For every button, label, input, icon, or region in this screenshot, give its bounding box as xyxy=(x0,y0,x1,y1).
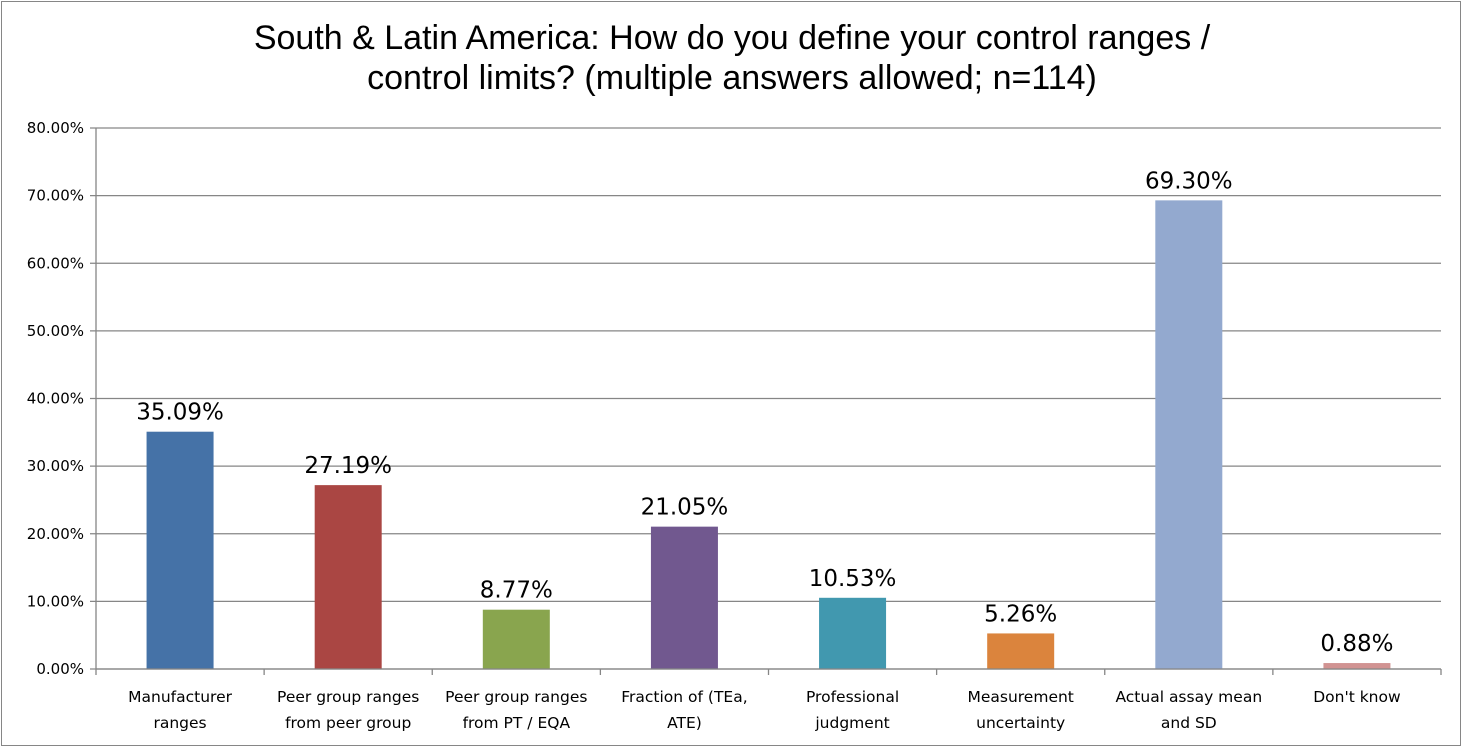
bar xyxy=(146,431,214,669)
category-label: Don't know xyxy=(1313,688,1401,706)
category-label: ATE) xyxy=(667,714,702,732)
data-label: 35.09% xyxy=(136,400,224,426)
category-label: from PT / EQA xyxy=(463,714,571,732)
bar xyxy=(482,609,550,669)
category-label: uncertainty xyxy=(976,714,1065,732)
data-label: 10.53% xyxy=(809,566,897,592)
category-label: Fraction of (TEa, xyxy=(621,688,747,706)
y-tick-label: 70.00% xyxy=(27,187,84,205)
bar xyxy=(1155,200,1223,669)
data-label: 69.30% xyxy=(1145,168,1233,194)
y-tick-label: 50.00% xyxy=(27,322,84,340)
category-label: and SD xyxy=(1161,714,1217,732)
y-tick-label: 10.00% xyxy=(27,592,84,610)
category-label: Peer group ranges xyxy=(277,688,419,706)
category-label: Manufacturer xyxy=(128,688,232,706)
chart-title: South & Latin America: How do you define… xyxy=(0,18,1464,98)
category-label: Actual assay mean xyxy=(1115,688,1262,706)
chart-title-line-1: South & Latin America: How do you define… xyxy=(253,19,1211,57)
category-label: ranges xyxy=(153,714,206,732)
y-tick-label: 30.00% xyxy=(27,457,84,475)
data-label: 8.77% xyxy=(480,578,553,604)
category-label: Measurement xyxy=(967,688,1073,706)
y-tick-label: 80.00% xyxy=(27,119,84,137)
category-label: judgment xyxy=(814,714,889,732)
bar xyxy=(987,633,1055,669)
chart-title-line-2: control limits? (multiple answers allowe… xyxy=(367,59,1097,97)
category-label: Professional xyxy=(806,688,899,706)
data-label: 21.05% xyxy=(641,495,729,521)
y-tick-label: 60.00% xyxy=(27,254,84,272)
data-label: 5.26% xyxy=(984,601,1057,627)
y-tick-label: 0.00% xyxy=(36,660,84,678)
bar xyxy=(314,485,382,669)
bar xyxy=(1323,663,1391,669)
y-tick-label: 20.00% xyxy=(27,525,84,543)
category-label: Peer group ranges xyxy=(445,688,587,706)
bar xyxy=(819,597,887,669)
data-label: 0.88% xyxy=(1320,631,1393,657)
data-label: 27.19% xyxy=(304,453,392,479)
category-label: from peer group xyxy=(285,714,411,732)
y-tick-label: 40.00% xyxy=(27,390,84,408)
bar xyxy=(650,526,718,669)
